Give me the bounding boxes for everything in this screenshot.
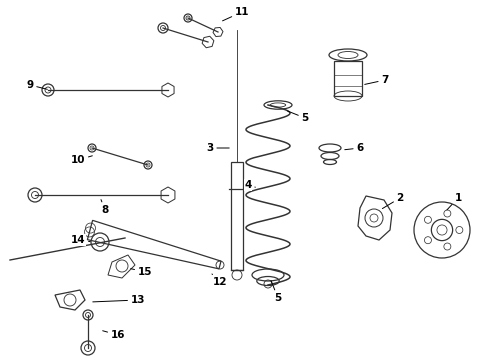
Text: 15: 15 — [131, 267, 152, 277]
Text: 6: 6 — [345, 143, 364, 153]
Text: 7: 7 — [365, 75, 389, 85]
Text: 2: 2 — [382, 193, 404, 208]
Text: 5: 5 — [288, 111, 309, 123]
Text: 13: 13 — [93, 295, 145, 305]
Bar — [231, 162, 243, 270]
Text: 8: 8 — [101, 199, 109, 215]
Text: 4: 4 — [245, 180, 255, 190]
Text: 1: 1 — [447, 193, 462, 210]
Text: 5: 5 — [271, 280, 282, 303]
Text: 9: 9 — [26, 80, 48, 90]
Bar — [334, 61, 362, 96]
Text: 12: 12 — [212, 274, 227, 287]
Text: 3: 3 — [206, 143, 229, 153]
Text: 10: 10 — [71, 155, 92, 165]
Text: 11: 11 — [222, 7, 249, 21]
Text: 16: 16 — [103, 330, 125, 340]
Text: 14: 14 — [71, 235, 90, 245]
